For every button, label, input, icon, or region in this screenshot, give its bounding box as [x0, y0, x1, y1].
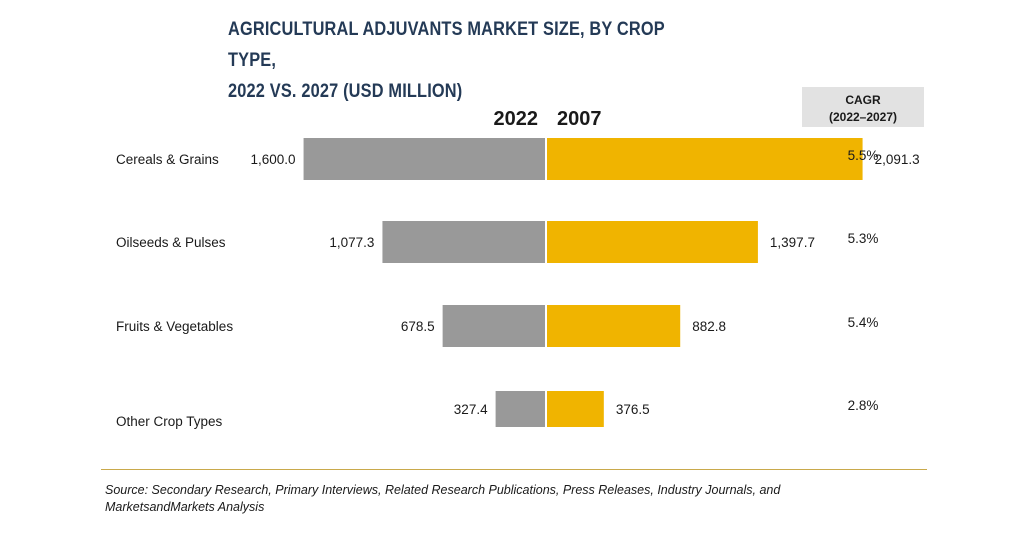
value-label-2022-other-crop-types: 327.4 [454, 402, 488, 417]
source-note: Source: Secondary Research, Primary Inte… [105, 482, 905, 516]
value-label-2007-fruits-vegetables: 882.8 [692, 319, 726, 334]
bar-2022-cereals-grains [304, 138, 545, 180]
butterfly-bar-chart: Cereals & Grains 1,600.0 2,091.35.5% Oilsee… [0, 0, 1024, 536]
category-label-other-crop-types: Other Crop Types [116, 414, 223, 429]
category-label-fruits-vegetables: Fruits & Vegetables [116, 319, 233, 334]
bar-2022-fruits-vegetables [443, 305, 545, 347]
category-label-cereals-grains: Cereals & Grains [116, 152, 219, 167]
bar-2022-other-crop-types [496, 391, 545, 427]
value-label-2022-oilseeds-pulses: 1,077.3 [329, 235, 374, 250]
source-line1: Source: Secondary Research, Primary Inte… [105, 482, 905, 499]
bar-2007-other-crop-types [547, 391, 604, 427]
value-label-2022-cereals-grains: 1,600.0 [251, 152, 296, 167]
bar-2022-oilseeds-pulses [382, 221, 545, 263]
cagr-value-cereals-grains: 5.5% [848, 148, 879, 163]
bar-2007-oilseeds-pulses [547, 221, 758, 263]
source-line2: MarketsandMarkets Analysis [105, 499, 905, 516]
cagr-value-fruits-vegetables: 5.4% [848, 315, 879, 330]
value-label-2007-other-crop-types: 376.5 [616, 402, 650, 417]
value-label-2007-oilseeds-pulses: 1,397.7 [770, 235, 815, 250]
category-label-oilseeds-pulses: Oilseeds & Pulses [116, 235, 226, 250]
cagr-value-other-crop-types: 2.8% [848, 398, 879, 413]
value-label-2007-cereals-grains: 2,091.3 [875, 152, 920, 167]
footer-divider [101, 469, 927, 470]
bar-2007-cereals-grains [547, 138, 863, 180]
bar-2007-fruits-vegetables [547, 305, 680, 347]
cagr-value-oilseeds-pulses: 5.3% [848, 231, 879, 246]
value-label-2022-fruits-vegetables: 678.5 [401, 319, 435, 334]
